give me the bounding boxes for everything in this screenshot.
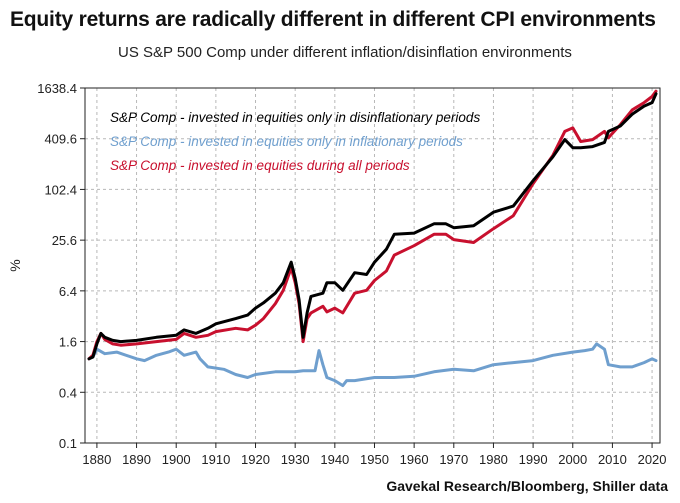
legend-entry-1: S&P Comp - invested in equities only in … xyxy=(110,134,463,149)
y-tick-label: 25.6 xyxy=(52,233,77,248)
x-tick-label: 1890 xyxy=(122,452,151,467)
x-tick-label: 2010 xyxy=(598,452,627,467)
plot-frame xyxy=(84,87,661,444)
source-note: Gavekal Research/Bloomberg, Shiller data xyxy=(386,478,668,494)
x-tick-label: 1910 xyxy=(201,452,230,467)
x-tick-label: 1960 xyxy=(400,452,429,467)
series-line-2 xyxy=(87,89,658,361)
legend: S&P Comp - invested in equities only in … xyxy=(110,110,480,173)
y-axis: 0.1 0.4 1.6 6.4 25.6 102.4 409.6 1638.4 xyxy=(37,81,85,451)
y-axis-label: % xyxy=(7,259,23,271)
series-line-1 xyxy=(87,342,658,388)
x-tick-label: 1900 xyxy=(162,452,191,467)
series-line-0 xyxy=(87,92,658,361)
legend-entry-0: S&P Comp - invested in equities only in … xyxy=(110,110,480,125)
y-tick-label: 1.6 xyxy=(59,335,77,350)
x-tick-label: 1920 xyxy=(241,452,270,467)
x-tick-label: 1940 xyxy=(320,452,349,467)
x-tick-label: 1980 xyxy=(479,452,508,467)
x-tick-label: 1990 xyxy=(519,452,548,467)
x-tick-label: 2000 xyxy=(558,452,587,467)
grid-lines xyxy=(85,87,660,444)
x-tick-label: 1930 xyxy=(281,452,310,467)
chart-title: Equity returns are radically different i… xyxy=(10,8,656,31)
legend-entry-2: S&P Comp - invested in equities during a… xyxy=(110,158,410,173)
x-tick-label: 1950 xyxy=(360,452,389,467)
x-tick-label: 1880 xyxy=(82,452,111,467)
chart-subtitle: US S&P 500 Comp under different inflatio… xyxy=(118,44,572,61)
series-lines xyxy=(87,89,658,388)
y-tick-label: 6.4 xyxy=(59,284,77,299)
y-tick-label: 0.1 xyxy=(59,436,77,451)
x-tick-label: 1970 xyxy=(439,452,468,467)
x-axis: 1880 1890 1900 1910 1920 1930 1940 1950 1960 1970… xyxy=(82,443,667,467)
y-tick-label: 0.4 xyxy=(59,385,77,400)
y-tick-label: 1638.4 xyxy=(37,81,77,96)
x-tick-label: 2020 xyxy=(638,452,667,467)
y-tick-label: 102.4 xyxy=(44,182,77,197)
y-tick-label: 409.6 xyxy=(44,132,77,147)
